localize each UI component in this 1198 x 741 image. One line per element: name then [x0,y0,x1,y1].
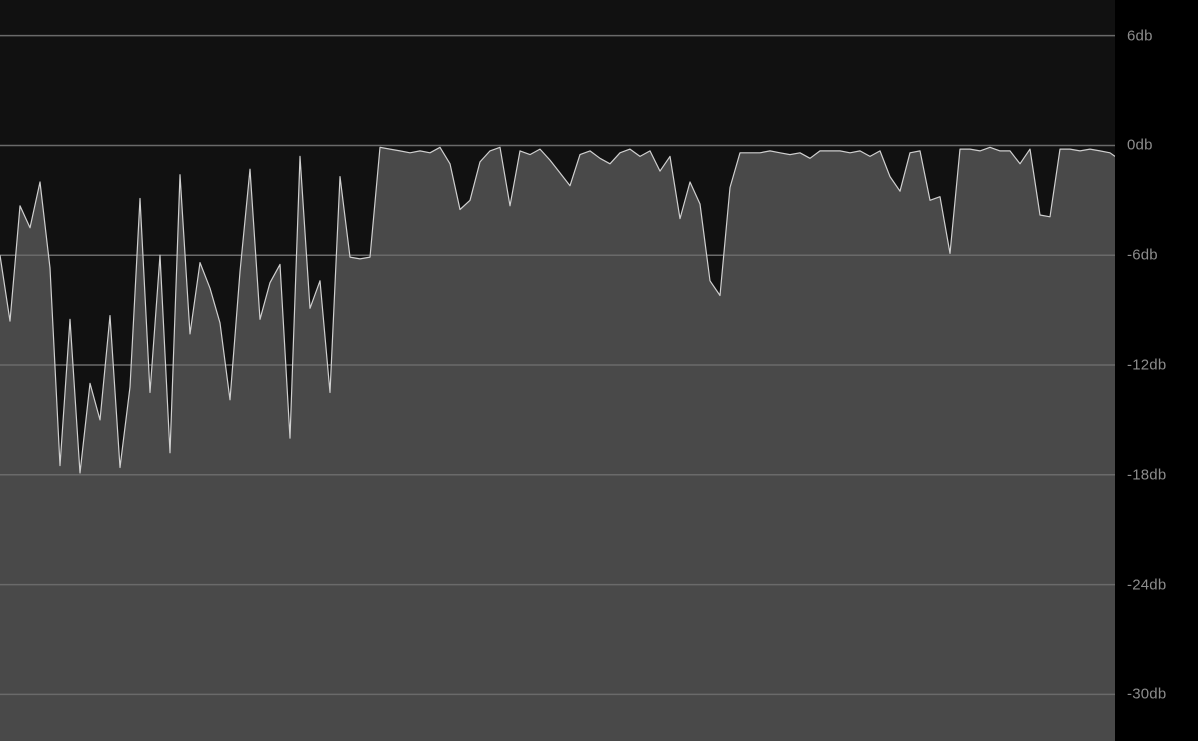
level-area [0,147,1115,741]
y-tick-label-minus-30db: -30db [1127,685,1167,703]
y-tick-label-minus-24db: -24db [1127,576,1167,594]
y-tick-label-minus-18db: -18db [1127,466,1167,484]
y-tick-label-6db: 6db [1127,27,1153,45]
y-tick-label-0db: 0db [1127,136,1153,154]
level-meter-plot [0,0,1115,741]
y-tick-label-minus-6db: -6db [1127,246,1158,264]
y-tick-label-minus-12db: -12db [1127,356,1167,374]
grid-lines [0,34,1115,696]
level-line [0,146,1115,474]
y-axis-panel: 6db 0db -6db -12db -18db -24db -30db [1115,0,1198,741]
